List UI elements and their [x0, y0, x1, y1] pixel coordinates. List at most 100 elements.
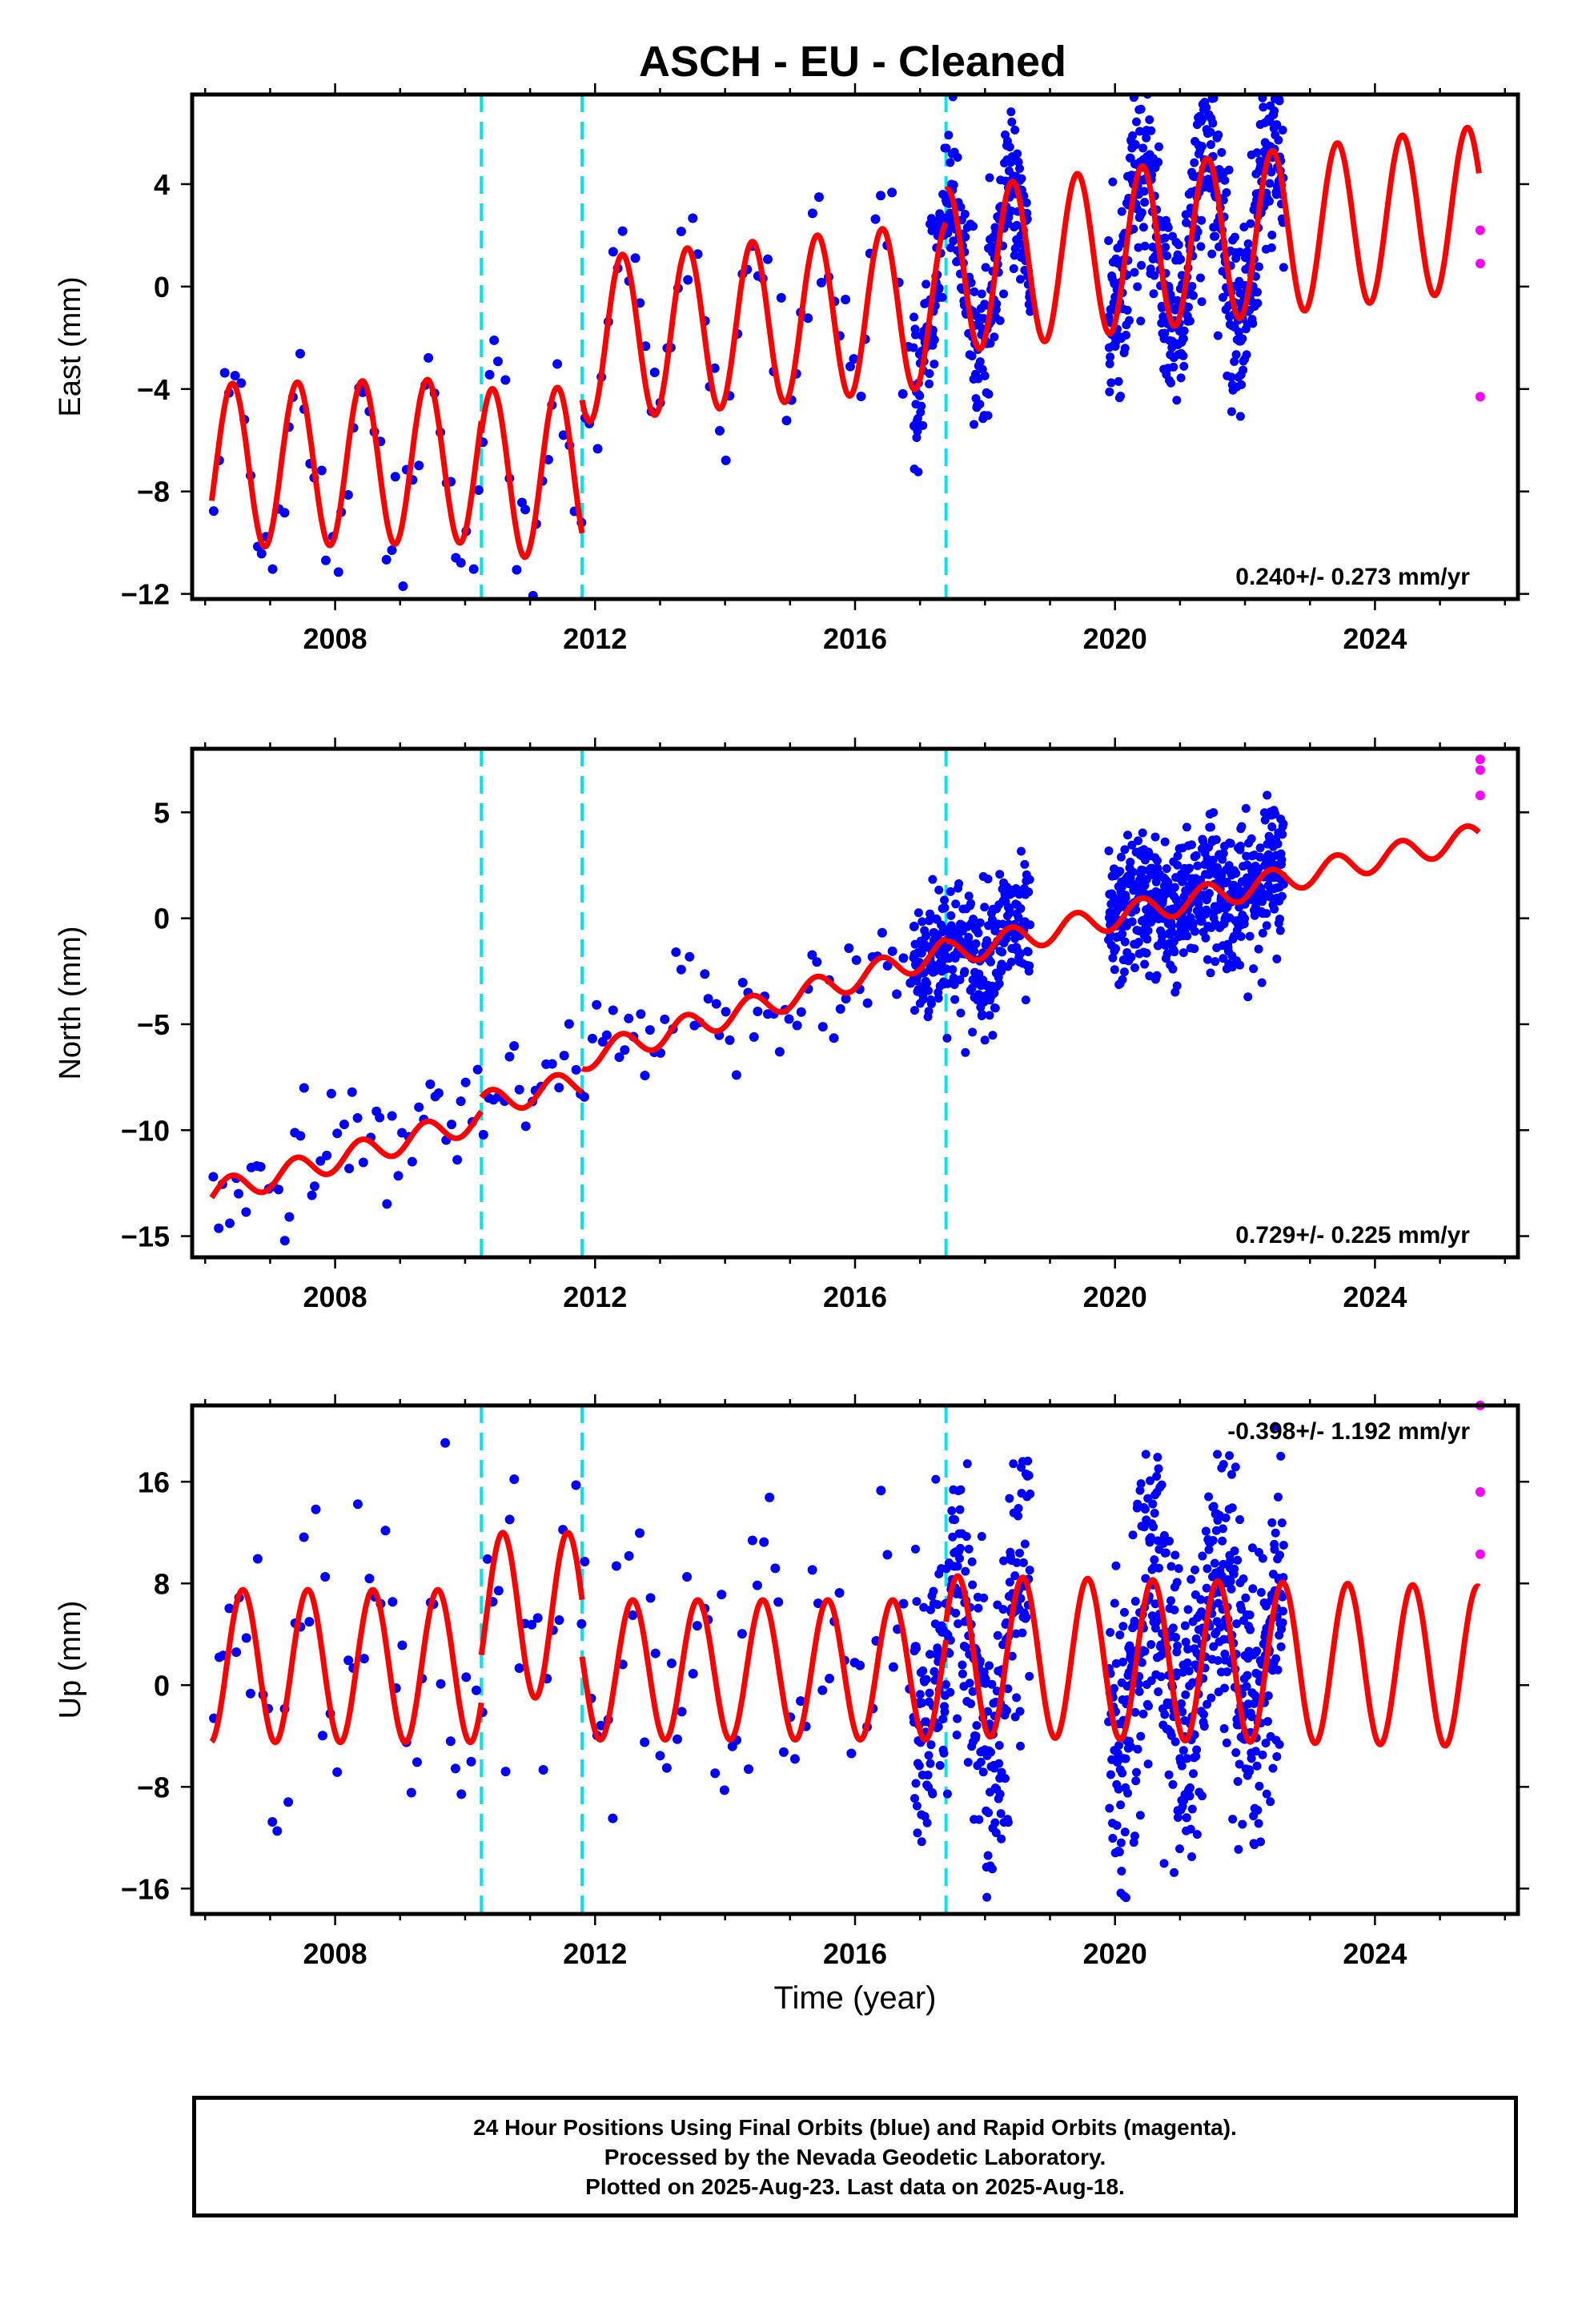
north-final-point-5 [234, 1188, 244, 1199]
north-final-point-196 [934, 885, 944, 895]
east-final-point-111 [807, 208, 817, 219]
east-final-point-514 [1130, 139, 1140, 149]
east-final-point-890 [1253, 299, 1263, 308]
up-final-point-125 [882, 1550, 893, 1560]
north-final-point-515 [1131, 905, 1141, 915]
up-final-point-54 [500, 1767, 511, 1777]
north-final-point-84 [660, 1014, 670, 1024]
east-final-point-306 [977, 289, 986, 299]
north-final-point-356 [997, 967, 1006, 976]
up-final-point-968 [1279, 1606, 1288, 1616]
up-final-point-19 [311, 1504, 321, 1514]
up-final-point-269 [962, 1459, 972, 1469]
north-final-point-264 [961, 1047, 970, 1057]
up-x-tick-label-2: 2016 [823, 1937, 887, 1970]
east-final-point-832 [1234, 327, 1243, 336]
up-final-point-828 [1233, 1555, 1243, 1565]
up-y-tick-label-3: 8 [154, 1567, 170, 1600]
up-final-point-473 [1118, 1768, 1127, 1778]
north-final-point-695 [1190, 944, 1199, 954]
east-final-point-570 [1149, 289, 1158, 299]
east-final-point-752 [1208, 119, 1218, 128]
north-final-point-450 [1110, 965, 1119, 975]
east-final-point-405 [1016, 275, 1026, 284]
east-final-point-87 [676, 227, 686, 237]
east-final-point-172 [925, 369, 934, 379]
up-final-point-500 [1126, 1742, 1136, 1751]
north-model-segment-3 [944, 823, 1481, 963]
east-final-point-555 [1144, 54, 1153, 62]
east-final-point-848 [1239, 222, 1249, 231]
north-final-point-13 [279, 1236, 290, 1246]
east-final-point-532 [1137, 260, 1146, 270]
up-final-point-447 [1110, 1924, 1118, 1932]
east-final-point-552 [1143, 66, 1152, 74]
east-final-point-324 [984, 389, 994, 399]
east-final-point-225 [946, 158, 955, 167]
north-final-point-21 [322, 1150, 332, 1160]
up-final-point-38 [412, 1757, 422, 1767]
up-final-point-822 [1231, 1462, 1240, 1472]
north-final-point-877 [1249, 964, 1259, 974]
up-final-point-283 [968, 1687, 978, 1696]
caption-box: 24 Hour Positions Using Final Orbits (bl… [192, 2096, 1518, 2217]
up-final-point-739 [1204, 1492, 1214, 1502]
up-final-point-819 [1230, 1546, 1239, 1556]
up-final-point-68 [576, 1618, 587, 1629]
up-final-point-95 [719, 1785, 729, 1795]
north-model-segment-0 [209, 1109, 484, 1200]
up-final-point-689 [1187, 1804, 1197, 1814]
north-final-point-334 [988, 1031, 998, 1040]
up-final-point-126 [888, 1662, 898, 1672]
east-final-point-234 [949, 180, 958, 190]
up-final-point-719 [1197, 1791, 1207, 1801]
east-final-point-663 [1179, 361, 1189, 371]
up-final-point-98 [737, 1629, 747, 1639]
east-final-point-653 [1176, 255, 1186, 264]
up-final-point-593 [1156, 1672, 1166, 1682]
up-final-point-333 [987, 1864, 997, 1874]
up-final-point-410 [1018, 1628, 1027, 1638]
east-final-point-557 [1145, 115, 1154, 124]
north-final-point-297 [974, 928, 983, 938]
up-final-point-702 [1192, 1745, 1202, 1755]
up-final-point-322 [983, 1851, 993, 1860]
east-final-point-391 [1010, 125, 1020, 135]
panel-east: 2008 2012 2016 2020 2024 −12 −8 −4 0 4 East (mm) 0.… [54, 54, 1529, 655]
east-final-point-9 [256, 549, 267, 559]
east-final-point-90 [693, 249, 703, 259]
north-final-point-934 [1267, 822, 1277, 831]
up-final-point-250 [955, 1505, 965, 1514]
up-final-point-448 [1109, 1683, 1118, 1693]
up-final-point-970 [1279, 1541, 1288, 1550]
east-final-point-520 [1133, 282, 1142, 292]
north-final-point-480 [1119, 967, 1129, 977]
east-final-point-338 [990, 332, 999, 342]
east-final-point-719 [1197, 142, 1207, 151]
east-final-point-33 [387, 545, 397, 556]
up-final-point-679 [1184, 1667, 1194, 1676]
caption-line-3: Plotted on 2025-Aug-23. Last data on 202… [585, 2173, 1125, 2199]
east-final-point-541 [1139, 187, 1149, 196]
up-final-point-340 [990, 1818, 1000, 1827]
north-final-point-250 [955, 975, 965, 985]
east-final-point-932 [1267, 167, 1276, 177]
up-final-point-753 [1208, 1535, 1218, 1545]
up-final-point-366 [1001, 1774, 1010, 1783]
up-final-point-184 [930, 1667, 939, 1676]
up-final-point-657 [1177, 1761, 1186, 1771]
up-final-point-595 [1157, 1480, 1166, 1490]
up-final-point-332 [987, 1679, 997, 1689]
up-final-point-82 [650, 1648, 661, 1659]
up-final-point-476 [1118, 1622, 1128, 1631]
north-final-point-284 [969, 915, 978, 924]
north-final-point-498 [1126, 857, 1135, 866]
up-final-point-106 [778, 1747, 789, 1757]
up-final-point-424 [1023, 1456, 1033, 1466]
north-final-point-919 [1263, 790, 1272, 800]
north-final-point-291 [971, 939, 981, 948]
east-final-point-530 [1136, 316, 1146, 326]
up-final-point-629 [1168, 1779, 1178, 1789]
up-final-point-99 [744, 1764, 754, 1775]
up-final-point-531 [1136, 1479, 1146, 1489]
